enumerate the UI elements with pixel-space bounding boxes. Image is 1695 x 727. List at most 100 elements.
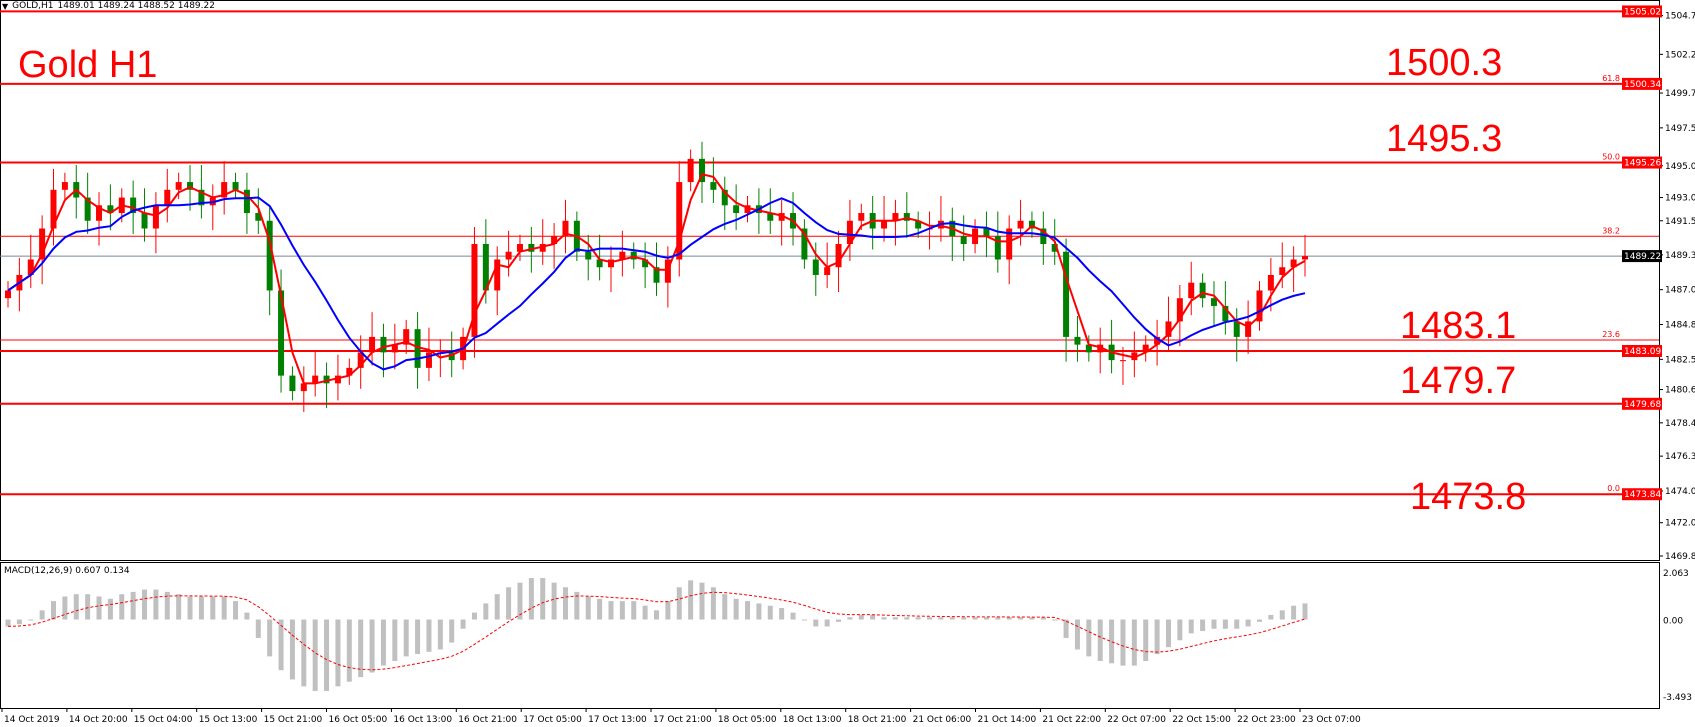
level-label-1483: 1483.1 — [1400, 305, 1517, 347]
candle-body — [369, 336, 376, 353]
macd-histogram-bar — [164, 591, 170, 620]
time-axis-label: 15 Oct 21:00 — [264, 715, 323, 725]
level-label-1479: 1479.7 — [1400, 360, 1517, 402]
macd-histogram-bar — [1279, 610, 1285, 620]
time-axis-label: 14 Oct 2019 — [4, 715, 60, 725]
candle-body — [528, 244, 535, 252]
time-axis-label: 21 Oct 06:00 — [913, 715, 972, 725]
candle-body — [539, 244, 546, 252]
candle-body — [1233, 321, 1240, 337]
candle-body — [596, 259, 603, 268]
macd-histogram-bar — [881, 617, 887, 620]
dropdown-arrow-icon[interactable]: ▼ — [2, 1, 9, 11]
candle-body — [767, 213, 774, 221]
macd-histogram-bar — [779, 608, 785, 620]
candle-body — [642, 259, 649, 268]
moving-averages — [7, 173, 1306, 385]
candle-body — [448, 352, 455, 361]
candle-body — [243, 189, 250, 214]
macd-signal-line — [7, 591, 1306, 671]
ohlc-values: 1489.01 1489.24 1488.52 1489.22 — [57, 1, 215, 11]
macd-histogram-bar — [892, 617, 898, 620]
macd-histogram-bar — [1109, 619, 1115, 664]
macd-histogram-bar — [1154, 619, 1160, 655]
chart-title: Gold H1 — [18, 44, 158, 86]
macd-histogram-bar — [187, 596, 193, 620]
macd-histogram-bar — [1143, 619, 1149, 661]
candle-body — [380, 336, 387, 353]
price-tag — [1622, 156, 1662, 169]
time-axis-label: 16 Oct 13:00 — [393, 715, 452, 725]
macd-histogram-bar — [289, 619, 295, 680]
macd-histogram-bar — [119, 594, 125, 620]
fib-level-label: 23.6 — [1602, 330, 1620, 339]
macd-histogram-bar — [1074, 619, 1080, 650]
candle-body — [983, 228, 990, 237]
candle-body — [1142, 344, 1149, 353]
macd-histogram-bar — [449, 619, 455, 643]
candle-body — [1085, 344, 1092, 353]
macd-histogram-bar — [540, 578, 546, 620]
candle-body — [607, 259, 614, 268]
macd-histogram-bar — [915, 617, 921, 620]
macd-histogram-bar — [1302, 603, 1308, 620]
macd-histogram-bar — [176, 594, 182, 620]
macd-histogram-bar — [1234, 619, 1240, 629]
candle-body — [482, 244, 489, 291]
price-axis-label: 1482.55 — [1665, 355, 1695, 365]
candle-body — [266, 220, 273, 291]
macd-histogram-bar — [471, 612, 477, 620]
price-tag-text: 1473.84 — [1624, 490, 1661, 500]
candle-body — [403, 329, 410, 345]
macd-histogram-bar — [312, 619, 318, 691]
macd-pane-frame — [0, 562, 1660, 709]
candle-body — [1006, 228, 1013, 260]
macd-histogram-bar — [1256, 619, 1262, 622]
candle-body — [334, 375, 341, 384]
macd-histogram-bar — [1291, 605, 1297, 620]
macd-histogram-bar — [1063, 619, 1069, 638]
time-axis-label: 18 Oct 21:00 — [848, 715, 907, 725]
price-tags: 1505.02 1500.34 1495.26 1489.22 1483.09 1479.… — [1622, 5, 1662, 501]
fib-level-label: 61.8 — [1602, 74, 1620, 83]
macd-histogram-bar — [1097, 619, 1103, 661]
macd-histogram-bar — [801, 619, 807, 621]
price-tag — [1622, 397, 1662, 410]
macd-histogram-bar — [961, 617, 967, 620]
macd-histogram-bar — [1165, 619, 1171, 648]
candle-body — [1279, 267, 1286, 275]
candle-body — [551, 236, 558, 244]
price-tag-text: 1500.34 — [1624, 80, 1661, 90]
candle-body — [687, 158, 694, 183]
candle-body — [39, 228, 46, 260]
macd-histogram-bar — [733, 598, 739, 620]
macd-histogram-bar — [28, 619, 34, 621]
fast-ma-line — [7, 173, 1306, 385]
macd-histogram-bar — [5, 619, 11, 627]
macd-histogram-bar — [597, 598, 603, 620]
candle-body — [960, 236, 967, 244]
macd-histogram-bar — [767, 605, 773, 620]
macd-histogram-bar — [198, 596, 204, 620]
price-axis-label: 1495.05 — [1665, 162, 1695, 172]
candle-body — [391, 344, 398, 353]
price-axis-label: 1476.30 — [1665, 452, 1695, 462]
macd-histogram-bar — [699, 582, 705, 620]
macd-histogram-bar — [415, 619, 421, 655]
macd-histogram-bar — [949, 617, 955, 620]
macd-histogram-bar — [995, 617, 1001, 620]
macd-label: MACD(12,26,9) 0.607 0.134 — [4, 566, 130, 576]
macd-histogram-bar — [972, 617, 978, 620]
candle-body — [812, 259, 819, 275]
price-tag — [1622, 344, 1662, 357]
macd-histogram-bar — [153, 589, 159, 620]
price-tag-text: 1495.26 — [1624, 159, 1661, 169]
candle-body — [357, 352, 364, 368]
slow-ma-line — [7, 196, 1306, 371]
time-axis-label: 18 Oct 05:00 — [718, 715, 777, 725]
candle-body — [130, 197, 137, 214]
macd-histogram-bar — [335, 619, 341, 687]
macd-histogram-bar — [824, 619, 830, 627]
candle-body — [84, 197, 91, 221]
